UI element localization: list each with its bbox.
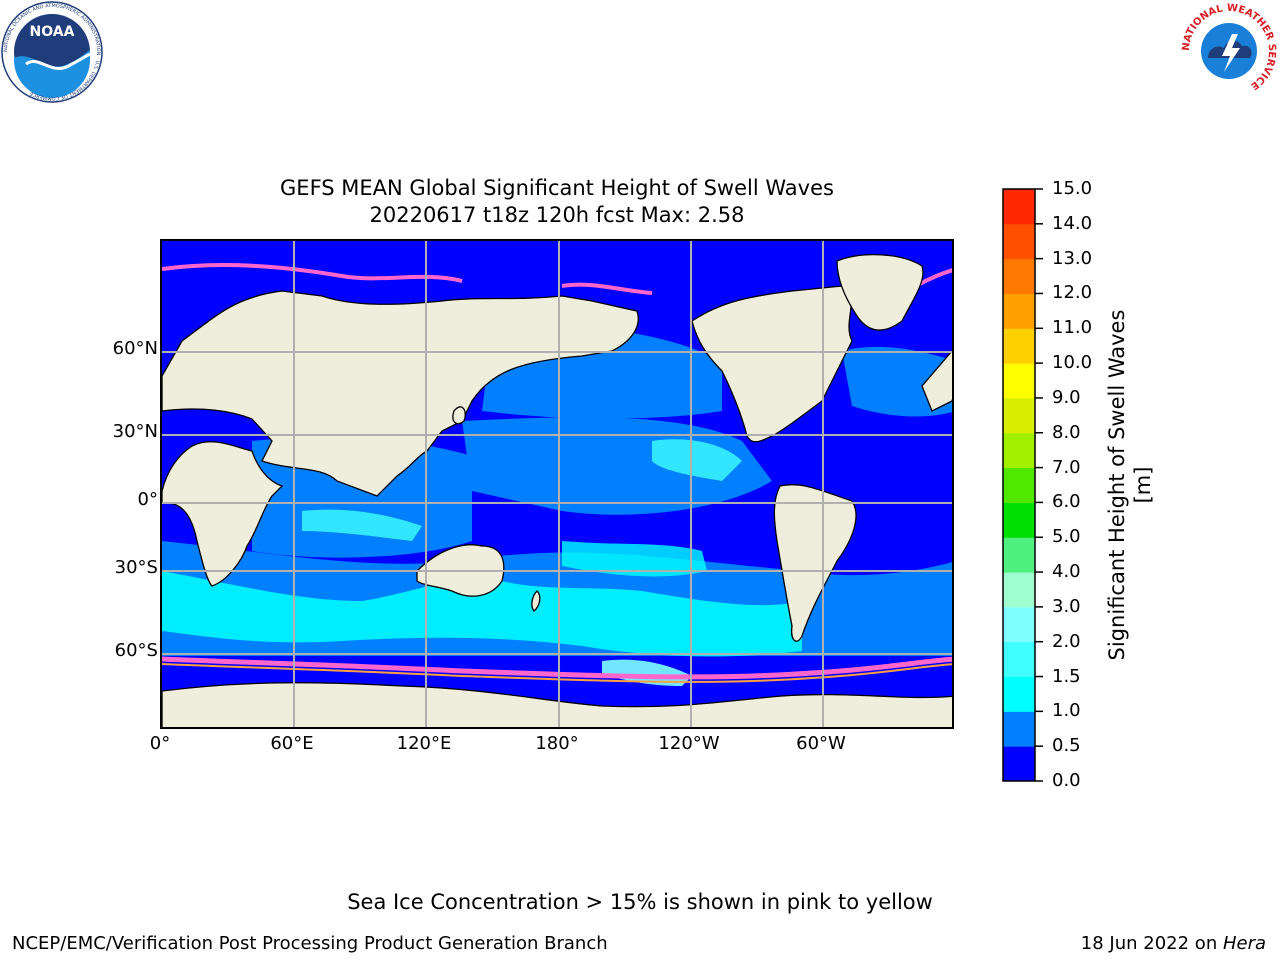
colorbar-tick-label: 1.5 bbox=[1052, 665, 1081, 687]
nws-logo: NATIONAL WEATHER SERVICE bbox=[1181, 3, 1277, 99]
colorbar-segment bbox=[1003, 537, 1035, 573]
colorbar-segment bbox=[1003, 711, 1035, 747]
lon-label-180: 180° bbox=[535, 733, 579, 754]
colorbar-tick-label: 0.5 bbox=[1052, 735, 1081, 757]
colorbar-segment bbox=[1003, 572, 1035, 608]
colorbar-segment bbox=[1003, 746, 1035, 782]
run-host: Hera bbox=[1222, 933, 1266, 954]
colorbar-segment bbox=[1003, 502, 1035, 538]
gridlines bbox=[162, 241, 952, 727]
noaa-logo: NOAA NATIONAL OCEANIC AND ATMOSPHERIC AD… bbox=[1, 1, 103, 103]
colorbar-tick-label: 15.0 bbox=[1052, 178, 1093, 199]
land bbox=[162, 254, 952, 727]
map-svg bbox=[162, 241, 952, 727]
colorbar-segment bbox=[1003, 189, 1035, 225]
lon-label-60e: 60°E bbox=[270, 733, 314, 754]
colorbar-segment bbox=[1003, 606, 1035, 643]
sea-ice-edge bbox=[162, 263, 952, 683]
colorbar-tick-label: 13.0 bbox=[1052, 247, 1093, 269]
colorbar-label: Significant Height of Swell Waves [m] bbox=[1105, 309, 1155, 661]
colorbar-tick-label: 1.0 bbox=[1052, 700, 1081, 722]
colorbar-tick-label: 0.0 bbox=[1052, 770, 1081, 791]
colorbar-segment bbox=[1003, 293, 1035, 329]
noaa-logo-text: NOAA bbox=[30, 24, 75, 40]
colorbar-tick-label: 2.0 bbox=[1052, 630, 1081, 652]
run-date: 18 Jun 2022 on Hera bbox=[1081, 933, 1266, 954]
map-frame bbox=[160, 239, 954, 729]
chart-title: GEFS MEAN Global Significant Height of S… bbox=[280, 176, 834, 200]
colorbar-tick-label: 12.0 bbox=[1052, 282, 1093, 304]
colorbar-segment bbox=[1003, 397, 1035, 434]
colorbar bbox=[1002, 188, 1043, 782]
lon-label-0: 0° bbox=[149, 733, 171, 754]
lon-label-60w: 60°W bbox=[796, 733, 846, 754]
lat-label-0: 0° bbox=[137, 489, 158, 510]
colorbar-segment bbox=[1003, 641, 1035, 678]
colorbar-tick-label: 5.0 bbox=[1052, 526, 1081, 548]
sea-ice-note: Sea Ice Concentration > 15% is shown in … bbox=[347, 890, 933, 914]
colorbar-tick-label: 14.0 bbox=[1052, 212, 1093, 234]
colorbar-tick-label: 7.0 bbox=[1052, 456, 1081, 478]
colorbar-segment bbox=[1003, 363, 1035, 399]
colorbar-tick-label: 6.0 bbox=[1052, 491, 1081, 513]
colorbar-tick-label: 3.0 bbox=[1052, 595, 1081, 617]
colorbar-tick-label: 4.0 bbox=[1052, 561, 1081, 583]
colorbar-segment bbox=[1003, 223, 1035, 260]
lat-label-30s: 30°S bbox=[114, 557, 158, 578]
producer-credit: NCEP/EMC/Verification Post Processing Pr… bbox=[12, 933, 608, 954]
colorbar-tick-label: 8.0 bbox=[1052, 421, 1081, 443]
colorbar-segment bbox=[1003, 328, 1035, 364]
chart-subtitle: 20220617 t18z 120h fcst Max: 2.58 bbox=[369, 203, 745, 227]
lon-label-120w: 120°W bbox=[658, 733, 720, 754]
colorbar-segment bbox=[1003, 432, 1035, 469]
lat-label-60s: 60°S bbox=[114, 640, 158, 661]
colorbar-tick-label: 11.0 bbox=[1052, 317, 1093, 339]
colorbar-segment bbox=[1003, 258, 1035, 294]
colorbar-segment bbox=[1003, 676, 1035, 712]
colorbar-segment bbox=[1003, 467, 1035, 503]
lat-label-60n: 60°N bbox=[112, 338, 158, 359]
lon-label-120e: 120°E bbox=[396, 733, 452, 754]
colorbar-tick-label: 10.0 bbox=[1052, 352, 1093, 374]
run-date-text: 18 Jun 2022 on bbox=[1080, 933, 1223, 954]
colorbar-tick-label: 9.0 bbox=[1052, 386, 1081, 408]
lat-label-30n: 30°N bbox=[112, 421, 158, 442]
